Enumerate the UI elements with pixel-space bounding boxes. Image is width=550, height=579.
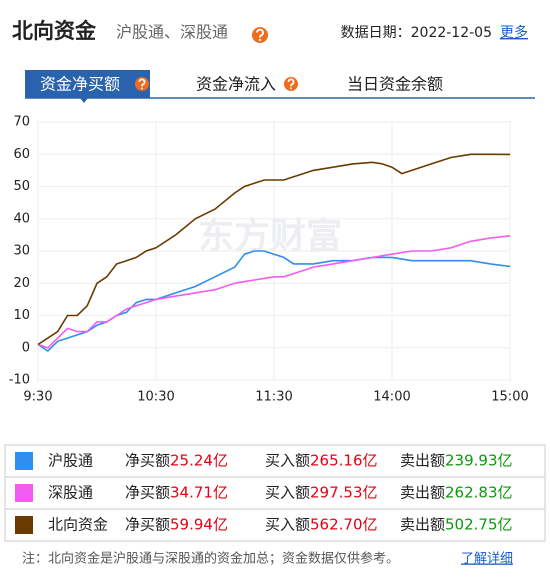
tab[interactable]: 资金净流入 — [196, 75, 276, 94]
series-line — [37, 153, 511, 346]
watermark: 东方财富 — [198, 215, 342, 257]
legend-swatch — [15, 452, 33, 470]
subtitle: 沪股通、深股通 — [116, 23, 228, 42]
note: 注：北向资金是沪股通与深股通的资金加总；资金数据仅供参考。 — [22, 551, 399, 567]
y-tick-label: 30 — [13, 244, 30, 259]
tab-pointer — [80, 98, 88, 103]
legend-swatch — [15, 484, 33, 502]
summary-value: 502.75亿 — [445, 516, 513, 534]
help-icon[interactable] — [135, 77, 149, 91]
date: 数据日期：2022-12-05 — [341, 25, 492, 41]
x-tick-label: 14:00 — [373, 390, 410, 405]
summary-value: 59.94亿 — [170, 516, 228, 534]
more-link[interactable]: 更多 — [500, 24, 528, 41]
title: 北向资金 — [12, 19, 97, 43]
help-icon[interactable] — [252, 27, 268, 43]
series-line — [37, 250, 511, 353]
summary-label: 净买额 — [125, 452, 170, 470]
summary-label: 买入额 — [265, 452, 310, 470]
summary-value: 25.24亿 — [170, 452, 228, 470]
y-tick-label: 20 — [13, 276, 30, 291]
x-tick-label: 15:00 — [491, 390, 528, 405]
summary-value: 239.93亿 — [445, 452, 513, 470]
summary-label: 买入额 — [265, 484, 310, 502]
x-tick-label: 10:30 — [137, 390, 174, 405]
y-tick-label: 40 — [13, 211, 30, 226]
series-line — [37, 235, 511, 349]
legend-name: 深股通 — [48, 484, 93, 502]
tab[interactable]: 资金净买额 — [40, 75, 120, 94]
summary-table — [4, 444, 546, 542]
y-tick-label: 60 — [13, 147, 30, 162]
summary-label: 卖出额 — [400, 484, 445, 502]
y-tick-label: 10 — [13, 308, 30, 323]
tab[interactable]: 当日资金余额 — [347, 75, 443, 94]
summary-label: 卖出额 — [400, 452, 445, 470]
detail-link[interactable]: 了解详细 — [461, 552, 513, 567]
legend-swatch — [15, 516, 33, 534]
summary-value: 262.83亿 — [445, 484, 513, 502]
summary-value: 34.71亿 — [170, 484, 228, 502]
x-tick-label: 9:30 — [23, 390, 52, 405]
y-tick-label: 70 — [13, 115, 30, 130]
help-icon[interactable] — [284, 77, 298, 91]
y-tick-label: 0 — [22, 340, 30, 355]
summary-label: 净买额 — [125, 484, 170, 502]
summary-value: 562.70亿 — [310, 516, 378, 534]
summary-value: 265.16亿 — [310, 452, 378, 470]
summary-label: 卖出额 — [400, 516, 445, 534]
x-tick-label: 11:30 — [255, 390, 292, 405]
y-tick-label: 50 — [13, 179, 30, 194]
legend-name: 沪股通 — [48, 452, 93, 470]
summary-label: 买入额 — [265, 516, 310, 534]
legend-name: 北向资金 — [48, 516, 108, 534]
active-tab[interactable] — [25, 70, 150, 98]
summary-value: 297.53亿 — [310, 484, 378, 502]
summary-label: 净买额 — [125, 516, 170, 534]
y-tick-label: -10 — [9, 373, 30, 388]
